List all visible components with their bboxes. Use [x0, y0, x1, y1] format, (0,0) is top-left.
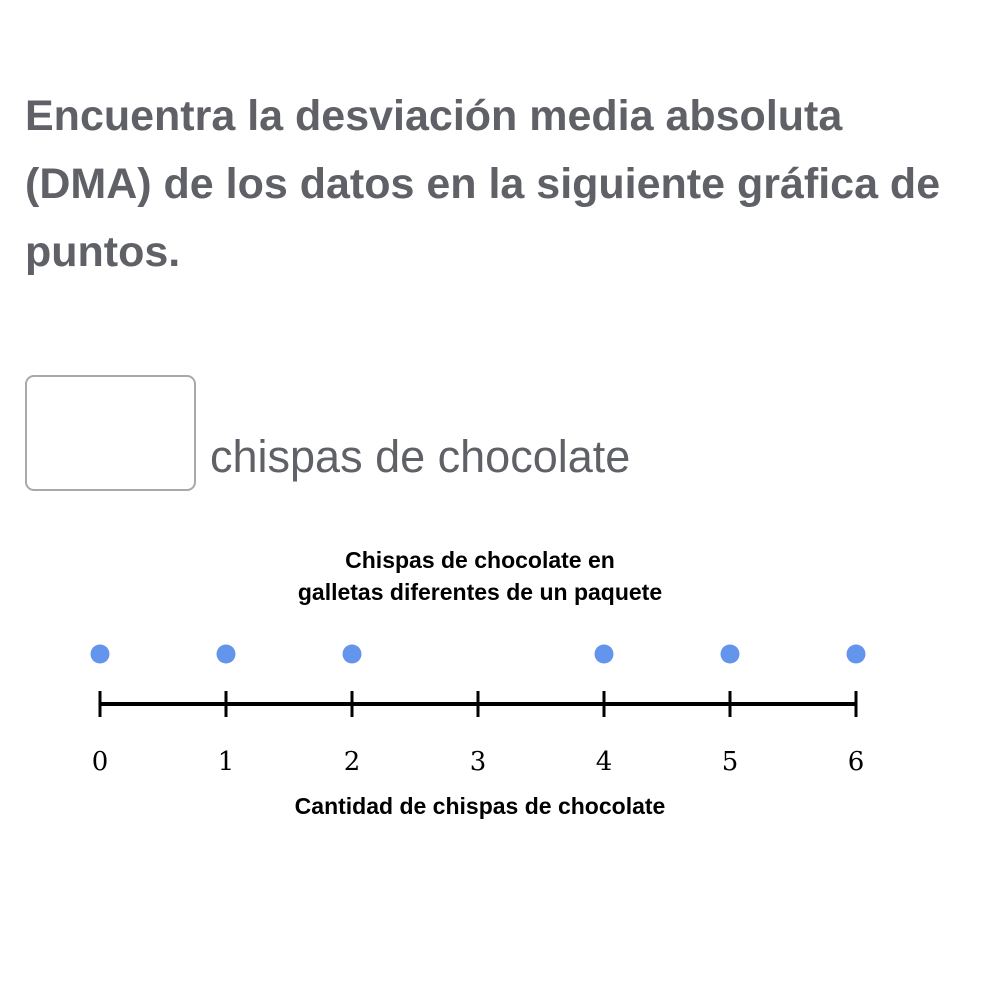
answer-row: chispas de chocolate [25, 375, 630, 491]
tick-label: 5 [722, 747, 739, 777]
tick-label: 2 [344, 747, 361, 777]
data-dot [90, 644, 110, 664]
tick-label: 1 [218, 747, 235, 777]
tick-label: 6 [848, 747, 865, 777]
dot-plot-chart: Chispas de chocolate en galletas diferen… [90, 547, 866, 819]
tick-label: 4 [596, 747, 613, 777]
data-dot [594, 644, 614, 664]
chart-title-line-2: galletas diferentes de un paquete [298, 579, 662, 605]
unit-label: chispas de chocolate [210, 431, 631, 482]
data-dot [342, 644, 362, 664]
data-dot [216, 644, 236, 664]
data-dot [720, 644, 740, 664]
chart-title-line-1: Chispas de chocolate en [345, 547, 615, 573]
ticks-layer: 0 1 2 3 4 5 6 [92, 691, 865, 777]
tick-label: 3 [470, 747, 487, 777]
data-dot [846, 644, 866, 664]
dots-layer [90, 644, 866, 664]
tick-label: 0 [92, 747, 109, 777]
question-text: Encuentra la desviación media absoluta (… [25, 92, 941, 276]
x-axis-label: Cantidad de chispas de chocolate [295, 793, 666, 819]
answer-input[interactable] [25, 375, 196, 491]
